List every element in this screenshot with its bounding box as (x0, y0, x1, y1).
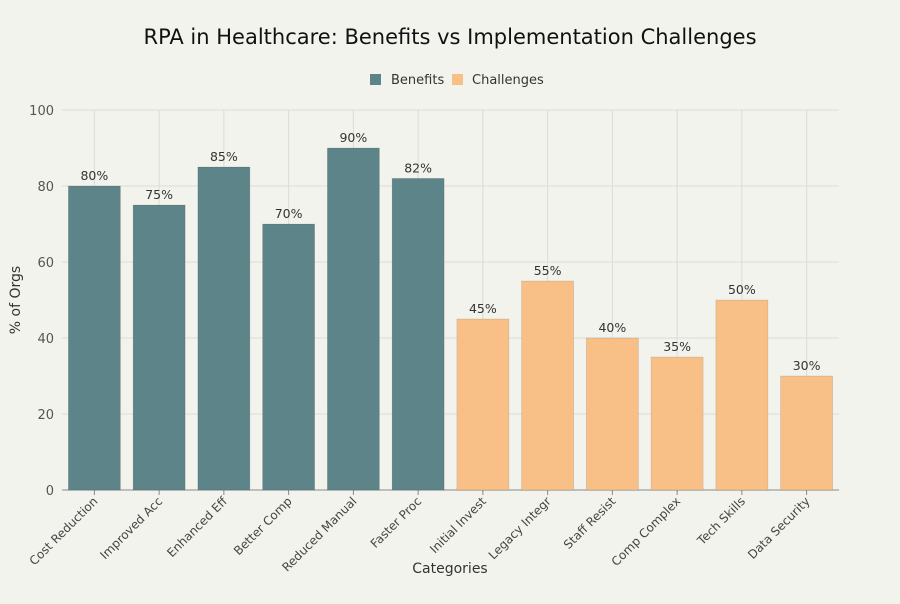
bars (67, 147, 834, 491)
data-label: 90% (339, 130, 367, 145)
data-label: 75% (145, 187, 173, 202)
legend: Benefits Challenges (370, 73, 544, 88)
bar (715, 299, 769, 491)
x-tick-label: Faster Proc (368, 494, 424, 550)
x-tick-label: Comp Complex (609, 494, 684, 569)
legend-swatch-benefits (370, 74, 381, 85)
x-tick-label: Data Security (745, 494, 813, 562)
y-axis-title: % of Orgs (8, 266, 24, 334)
bar (67, 185, 121, 491)
data-labels: 80% 75% 85% 70% 90% 82% 45% 55% 40% 35% 50% 30% (80, 130, 820, 373)
bar (650, 356, 704, 491)
bar (197, 166, 251, 491)
y-tick-label: 60 (37, 256, 54, 271)
y-tick-label: 80 (37, 180, 54, 195)
data-label: 85% (210, 149, 238, 164)
data-label: 40% (598, 320, 626, 335)
chart-title: RPA in Healthcare: Benefits vs Implement… (143, 25, 756, 49)
data-label: 82% (404, 160, 432, 175)
bar (585, 337, 639, 491)
data-label: 55% (534, 263, 562, 278)
x-tick-label: Enhanced Eff (164, 494, 230, 560)
x-axis-title: Categories (412, 561, 487, 577)
bar (780, 375, 834, 491)
x-tick-label: Initial Invest (427, 494, 489, 556)
data-label: 35% (663, 339, 691, 354)
bar (391, 177, 445, 491)
bar (132, 204, 186, 491)
data-label: 30% (793, 358, 821, 373)
data-label: 70% (275, 206, 303, 221)
legend-label-benefits: Benefits (391, 73, 444, 88)
x-tick-label: Improved Acc (97, 494, 165, 562)
data-label: 45% (469, 301, 497, 316)
x-tick-label: Staff Resist (561, 494, 619, 552)
y-tick-label: 0 (46, 484, 54, 499)
bar (456, 318, 510, 491)
y-tick-label: 20 (37, 408, 54, 423)
x-tick-label: Better Comp (231, 494, 295, 558)
bar (262, 223, 316, 491)
x-tick-label: Tech Skills (694, 494, 748, 548)
bar (521, 280, 575, 491)
y-tick-label: 40 (37, 332, 54, 347)
x-tick-label: Cost Reduction (27, 494, 101, 568)
y-tick-label: 100 (29, 104, 54, 119)
data-label: 50% (728, 282, 756, 297)
data-label: 80% (80, 168, 108, 183)
legend-swatch-challenges (452, 74, 463, 85)
legend-label-challenges: Challenges (472, 73, 544, 88)
x-tick-label: Legacy Integr (486, 494, 554, 562)
bar (326, 147, 380, 491)
